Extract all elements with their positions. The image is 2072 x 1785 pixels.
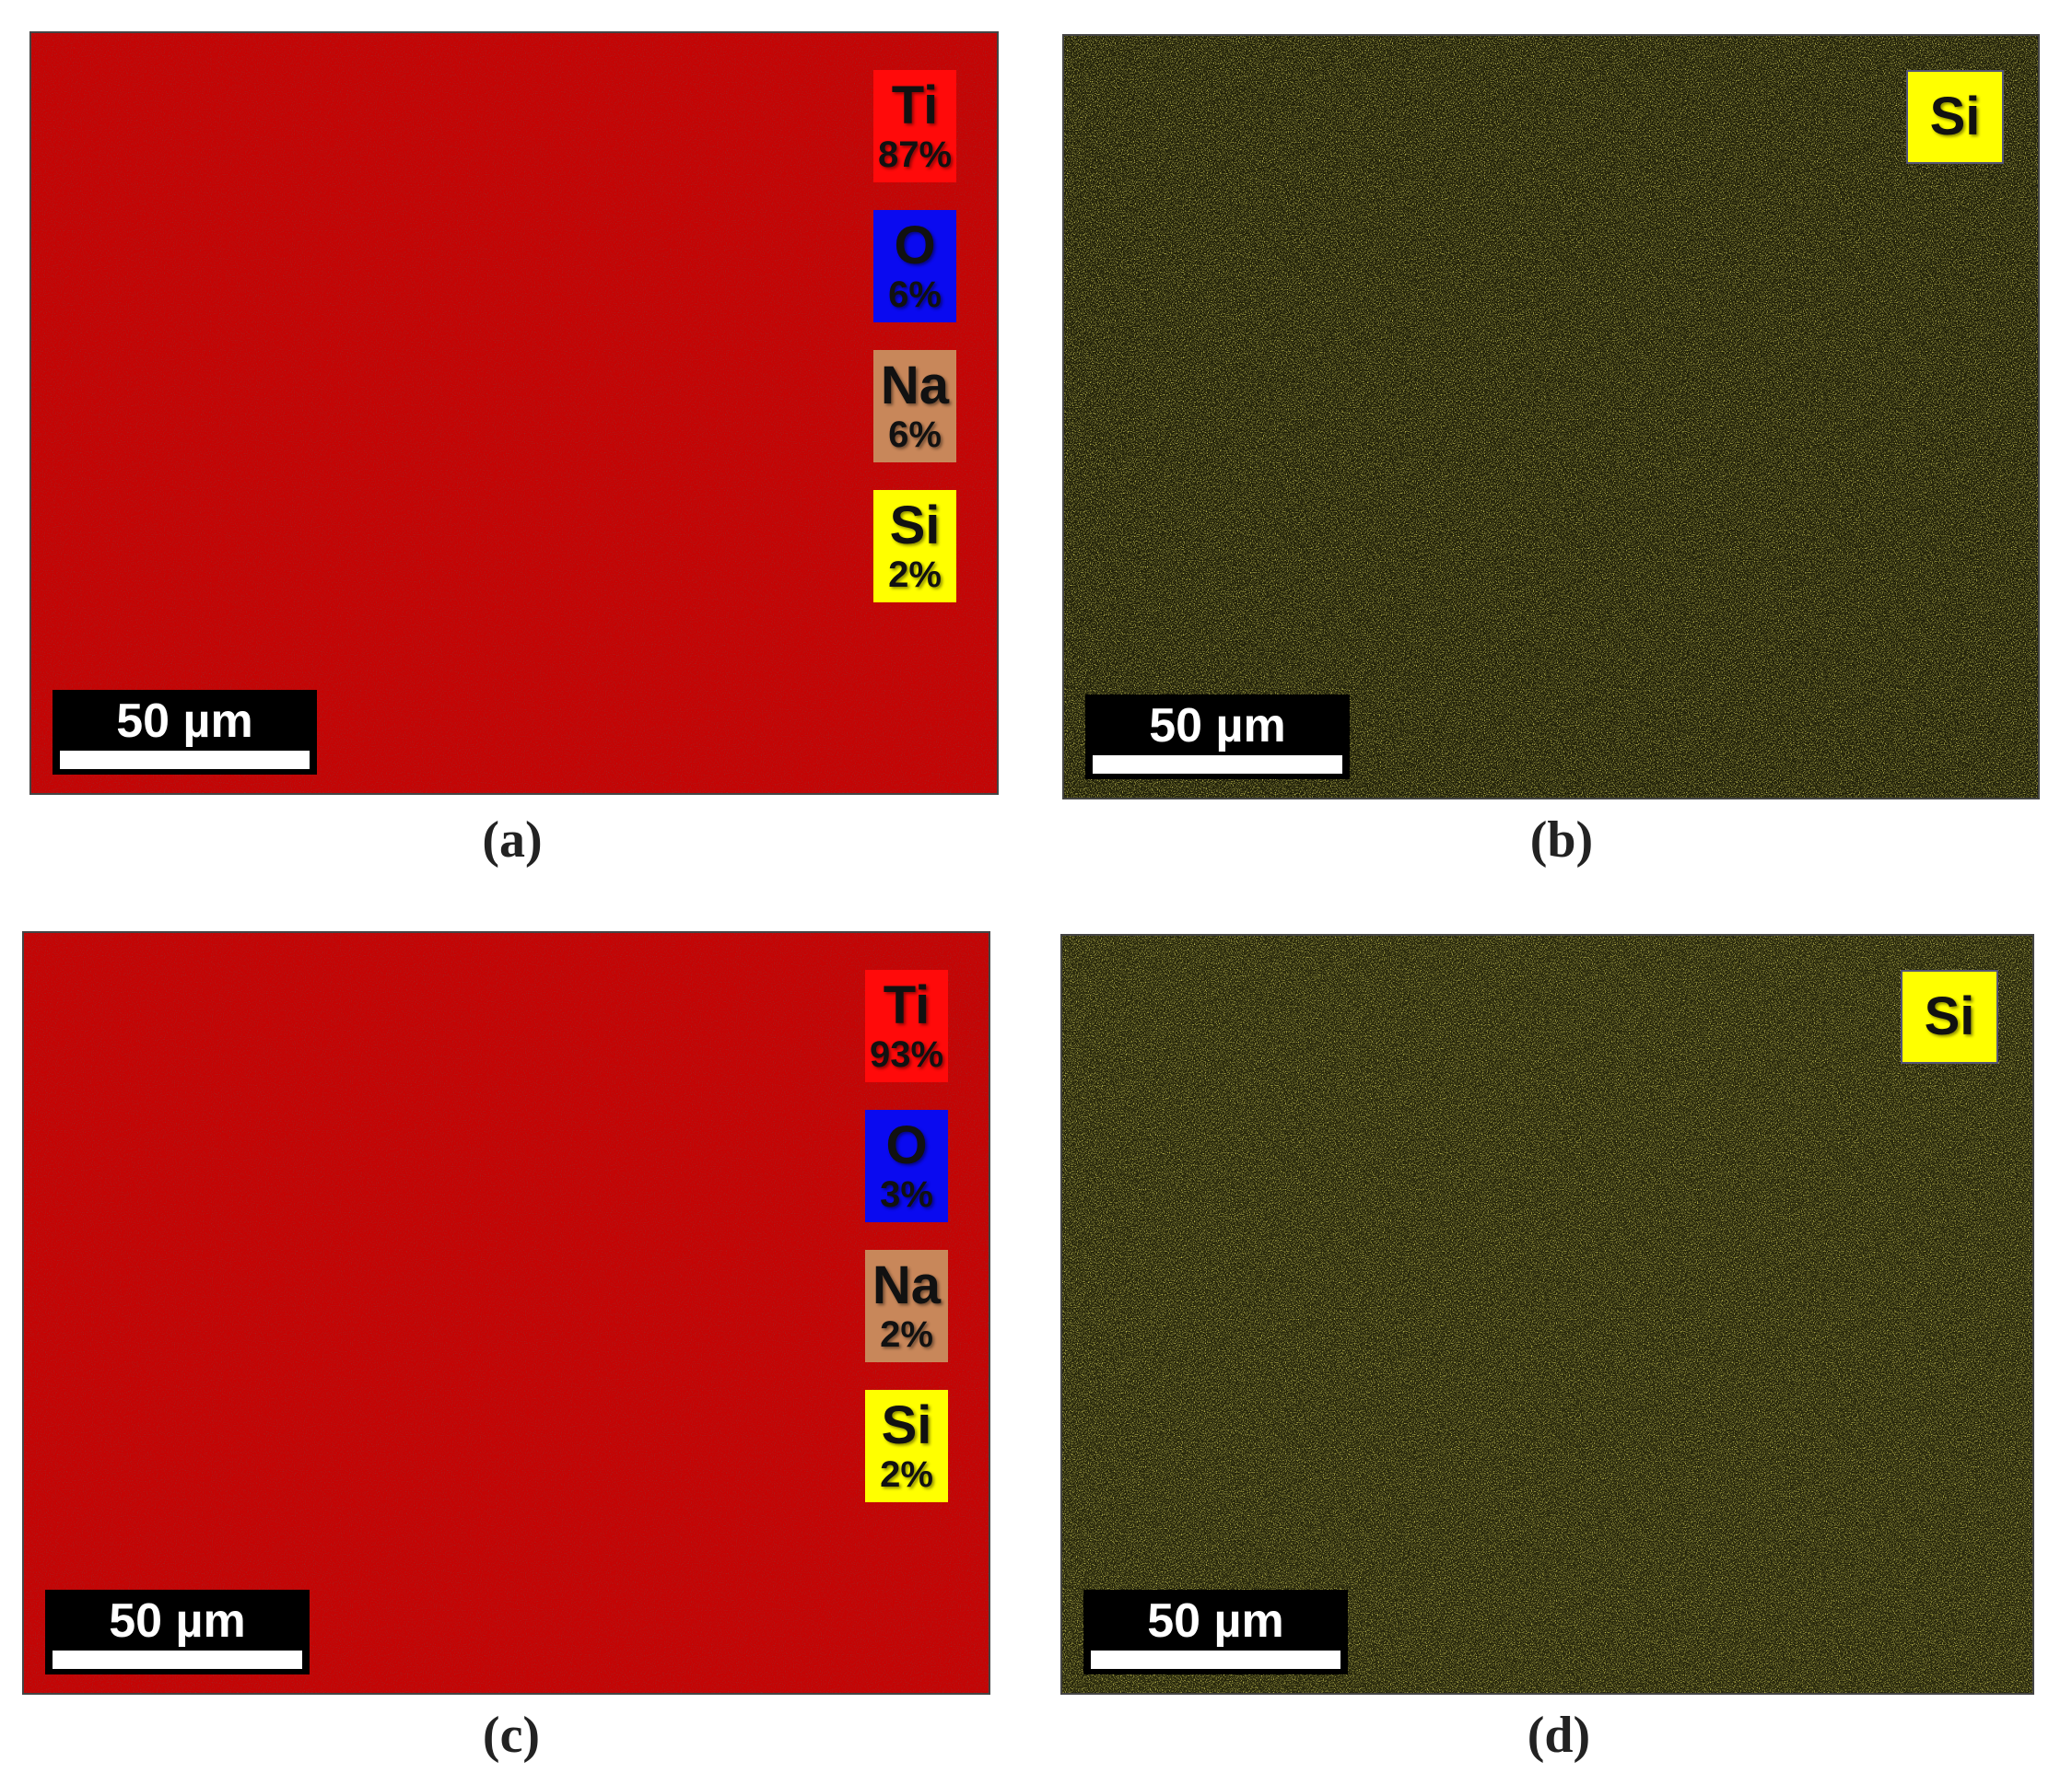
scale-bar-label: 50 µm [1147,1594,1284,1648]
element-box: Na 2% [865,1250,948,1362]
panel-caption: (b) [1529,811,1594,869]
element-box: Si [1906,70,2004,164]
map-panel: Si 50 µm [1060,934,2034,1695]
element-symbol: Si [881,1395,932,1455]
scale-bar: 50 µm [45,1590,310,1674]
element-box: Ti 87% [873,70,956,182]
element-symbol: Si [1929,87,1981,146]
scale-bar: 50 µm [1085,694,1350,779]
map-panel: Ti 93% O 3% Na 2% Si 2% 50 µm [22,931,990,1695]
element-percent: 6% [888,274,942,315]
element-symbol: Na [872,1255,942,1315]
panel-caption: (a) [482,811,543,869]
texture [1064,36,2038,798]
element-percent: 3% [880,1174,933,1215]
scale-bar-label: 50 µm [1149,699,1286,752]
element-percent: 2% [880,1454,933,1495]
scale-bar: 50 µm [1083,1590,1348,1674]
scale-bar-line [60,751,310,769]
panel-caption: (d) [1527,1707,1591,1764]
element-symbol: Si [1924,986,1975,1046]
texture [1062,936,2032,1693]
texture [31,33,997,793]
element-symbol: Ti [891,76,939,135]
element-percent: 6% [888,414,942,455]
element-symbol: Si [889,496,941,555]
element-symbol: Ti [883,975,931,1035]
scale-bar-line [1093,755,1342,774]
element-symbol: O [885,1115,928,1175]
map-panel: Si 50 µm [1062,34,2040,799]
element-percent: 87% [877,134,953,175]
panel-caption: (c) [482,1707,541,1764]
element-percent: 2% [888,554,942,595]
scale-bar-line [1091,1651,1340,1669]
scale-bar-line [53,1651,302,1669]
element-percent: 93% [869,1034,944,1075]
map-panel: Ti 87% O 6% Na 6% Si 2% 50 µm [29,31,999,795]
texture [24,933,989,1693]
element-box: O 6% [873,210,956,322]
element-box: Na 6% [873,350,956,462]
element-box: O 3% [865,1110,948,1222]
element-symbol: Na [880,356,950,415]
element-box: Si 2% [865,1390,948,1502]
element-box: Si 2% [873,490,956,602]
element-box: Si [1901,970,1998,1064]
element-percent: 2% [880,1314,933,1355]
scale-bar: 50 µm [53,690,317,775]
scale-bar-label: 50 µm [109,1594,246,1648]
scale-bar-label: 50 µm [116,694,253,748]
element-symbol: O [894,216,936,275]
element-box: Ti 93% [865,970,948,1082]
